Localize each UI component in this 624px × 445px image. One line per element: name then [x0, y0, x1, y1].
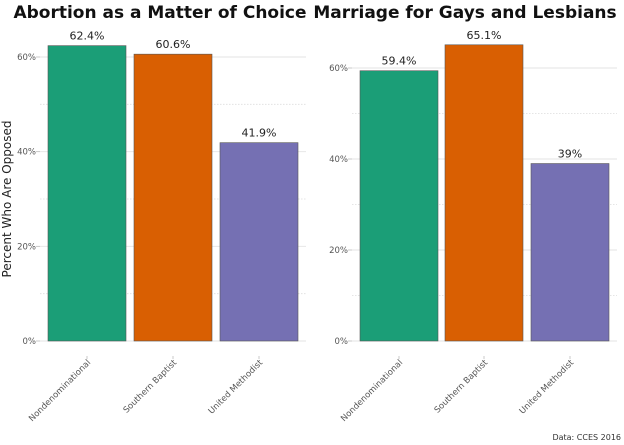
- chart-title: Marriage for Gays and Lesbians: [313, 3, 616, 23]
- data-labels: 62.4% 60.6% 41.9%: [70, 30, 277, 140]
- bar: [47, 45, 127, 342]
- chart-title: Abortion as a Matter of Choice: [13, 3, 306, 23]
- x-tick-label: United Methodist: [207, 358, 266, 417]
- data-label: 62.4%: [70, 30, 105, 43]
- y-tick-label: 40%: [329, 155, 348, 165]
- x-tick-label: Nondenominational: [27, 358, 93, 424]
- data-label: 59.4%: [382, 55, 417, 68]
- bar: [133, 53, 213, 342]
- y-ticks: 0% 20% 40% 60%: [17, 53, 40, 347]
- x-ticks: Nondenominational Southern Baptist United …: [27, 356, 266, 424]
- y-tick-label: 40%: [17, 148, 36, 158]
- y-axis-label: Percent Who Are Opposed: [0, 121, 14, 278]
- bar: [359, 70, 439, 342]
- bar: [530, 163, 610, 342]
- bars: [47, 45, 299, 342]
- y-tick-label: 0%: [23, 337, 37, 347]
- x-tick-label: Southern Baptist: [122, 358, 180, 416]
- data-label: 39%: [558, 148, 582, 161]
- data-label: 60.6%: [156, 38, 191, 51]
- data-source-caption: Data: CCES 2016: [552, 433, 621, 442]
- bar: [444, 44, 524, 342]
- x-tick-label: Nondenominational: [339, 358, 405, 424]
- y-tick-label: 60%: [17, 53, 36, 63]
- data-label: 65.1%: [467, 29, 502, 42]
- x-tick-label: United Methodist: [518, 358, 577, 417]
- x-tick-label: Southern Baptist: [433, 358, 491, 416]
- panel-abortion: Abortion as a Matter of Choice Percent W…: [0, 3, 307, 424]
- data-label: 41.9%: [242, 127, 277, 140]
- data-labels: 59.4% 65.1% 39%: [382, 29, 583, 161]
- bar: [219, 142, 299, 342]
- y-tick-label: 60%: [329, 64, 348, 74]
- y-tick-label: 20%: [329, 246, 348, 256]
- y-ticks: 0% 20% 40% 60%: [329, 64, 352, 347]
- y-tick-label: 20%: [17, 242, 36, 252]
- y-tick-label: 0%: [335, 337, 349, 347]
- panel-marriage: Marriage for Gays and Lesbians 0% 20% 40% 6…: [313, 3, 617, 424]
- bars: [359, 44, 610, 342]
- x-ticks: Nondenominational Southern Baptist United …: [339, 356, 577, 424]
